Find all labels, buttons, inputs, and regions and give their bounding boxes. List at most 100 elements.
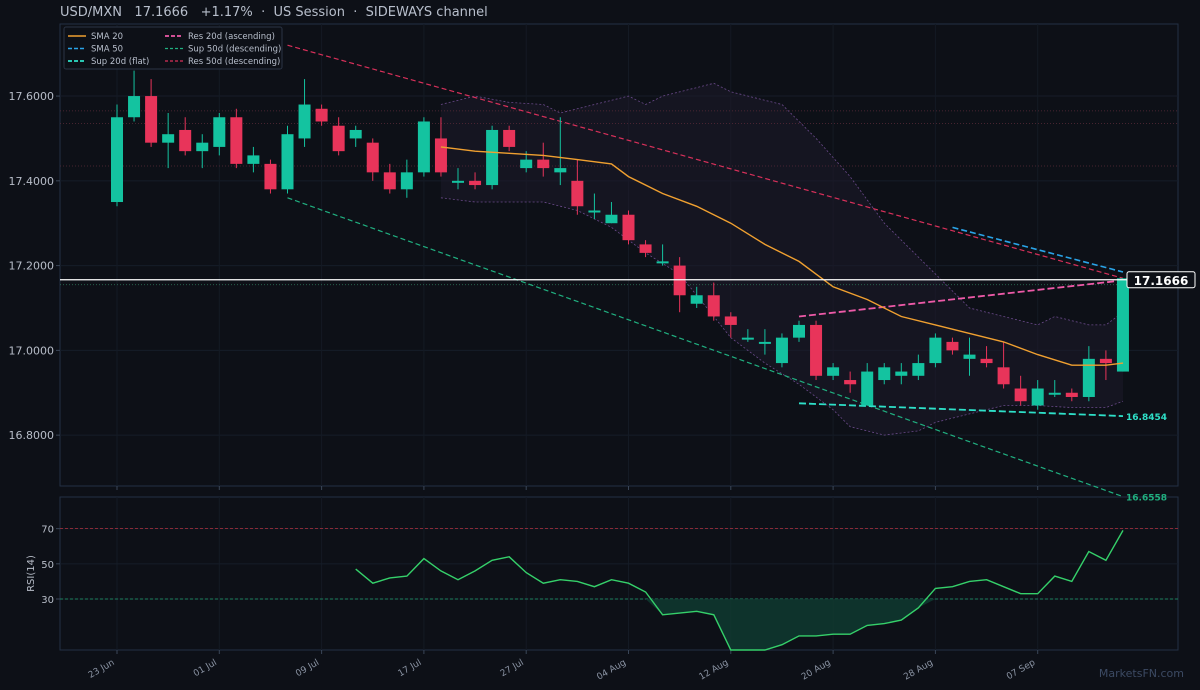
candle-body xyxy=(1014,388,1027,402)
candle-body xyxy=(554,168,567,173)
candle-body xyxy=(861,371,874,406)
rsi-axis-label: RSI(14) xyxy=(26,555,37,592)
candle-body xyxy=(1048,392,1061,395)
candle-body xyxy=(247,155,260,164)
last-price-tag xyxy=(1126,271,1196,289)
sup-20d-line xyxy=(798,402,1124,417)
candle-body xyxy=(775,337,788,364)
price-panel-frame xyxy=(59,23,1179,487)
candle-body xyxy=(417,121,430,173)
symbol: USD/MXN xyxy=(60,5,123,20)
bollinger-upper xyxy=(440,82,1124,326)
candle-body xyxy=(827,367,840,376)
candle-body xyxy=(997,367,1010,385)
candle-body xyxy=(128,96,141,118)
sup-20d-value-label: 16.8454 xyxy=(1126,413,1167,423)
candle-body xyxy=(315,108,328,122)
candle-body xyxy=(196,142,209,152)
candle-body xyxy=(793,324,805,338)
candle-body xyxy=(537,159,550,169)
legend-label: Res 50d (descending) xyxy=(188,57,280,67)
sup-50d-line xyxy=(287,197,1124,498)
regime-label: SIDEWAYS channel xyxy=(365,5,488,20)
legend-label: SMA 50 xyxy=(91,45,123,55)
candle-body xyxy=(213,117,226,147)
candle-body xyxy=(486,129,499,186)
legend-label: Res 20d (ascending) xyxy=(188,32,275,42)
price-tick-label: 17.4000 xyxy=(9,175,55,188)
candle-body xyxy=(844,380,857,385)
candle-body xyxy=(895,371,908,376)
rsi-line xyxy=(355,530,1124,651)
candle-body xyxy=(383,172,396,190)
sma20-line xyxy=(440,146,1124,366)
candle-body xyxy=(622,214,635,241)
candle-body xyxy=(1065,392,1078,397)
candle-body xyxy=(434,138,447,173)
candle-body xyxy=(878,367,891,381)
rsi-tick-label: 70 xyxy=(41,525,54,536)
candle-body xyxy=(162,134,175,143)
candle-body xyxy=(1031,388,1044,406)
candle-body xyxy=(656,261,669,264)
candle-body xyxy=(111,117,123,203)
res-20d-line xyxy=(798,279,1124,318)
watermark: MarketsFN.com xyxy=(1098,667,1184,680)
separator: · xyxy=(353,5,358,20)
candle-body xyxy=(230,117,243,164)
time-tick-label: 07 Sep xyxy=(1005,658,1037,682)
candle-body xyxy=(520,159,533,169)
candle-body xyxy=(724,316,737,325)
time-tick-label: 04 Aug xyxy=(595,658,628,683)
chart-header: USD/MXN 17.1666 +1.17% · US Session · SI… xyxy=(60,5,488,20)
candle-body xyxy=(605,214,618,224)
candle-body xyxy=(741,337,754,340)
candle-body xyxy=(810,324,823,376)
legend-label: SMA 20 xyxy=(91,32,123,42)
legend-label: Sup 50d (descending) xyxy=(188,45,281,55)
candle-body xyxy=(400,172,413,190)
candle-body xyxy=(264,163,277,190)
candle-body xyxy=(946,341,959,351)
time-tick-label: 28 Aug xyxy=(902,658,935,683)
last-price: 17.1666 xyxy=(134,5,189,20)
candle-body xyxy=(179,129,192,152)
candle-body xyxy=(452,180,464,183)
candle-body xyxy=(298,104,311,139)
candle-body xyxy=(349,129,362,139)
candle-body xyxy=(503,129,516,147)
rsi-panel-frame xyxy=(59,496,1179,651)
legend-label: Sup 20d (flat) xyxy=(91,57,149,67)
candle-body xyxy=(588,210,601,213)
legend: SMA 20 SMA 50 Sup 20d (flat) Res 20d (ascen… xyxy=(63,26,283,70)
price-change: +1.17% xyxy=(200,5,253,20)
candle-body xyxy=(690,295,703,304)
sma50-line xyxy=(952,226,1124,273)
time-tick-label: 23 Jun xyxy=(87,658,117,681)
time-tick-label: 01 Jul xyxy=(192,658,219,679)
price-tick-label: 17.2000 xyxy=(9,260,55,273)
sup-50d-value-label: 16.6558 xyxy=(1126,493,1167,503)
time-tick-label: 17 Jul xyxy=(397,658,424,679)
rsi-tick-label: 50 xyxy=(41,560,54,571)
candle-body xyxy=(1082,358,1095,397)
candle-body xyxy=(281,134,294,190)
candle-body xyxy=(912,363,925,376)
candle-body xyxy=(980,358,993,364)
candle-body xyxy=(366,142,379,173)
session-label: US Session xyxy=(273,5,345,20)
time-tick-label: 09 Jul xyxy=(294,658,321,679)
price-tick-label: 16.8000 xyxy=(9,429,55,442)
separator: · xyxy=(261,5,266,20)
rsi-oversold-fill xyxy=(645,599,936,650)
candle-body xyxy=(707,295,720,317)
candle-body xyxy=(571,180,584,207)
candle-body xyxy=(1099,358,1112,364)
price-tick-label: 17.0000 xyxy=(9,344,55,357)
candle-body xyxy=(963,354,976,359)
candle-body xyxy=(758,341,771,344)
time-tick-label: 27 Jul xyxy=(499,658,526,679)
candle-body xyxy=(332,125,345,152)
last-price-tag-label: 17.1666 xyxy=(1134,274,1189,288)
